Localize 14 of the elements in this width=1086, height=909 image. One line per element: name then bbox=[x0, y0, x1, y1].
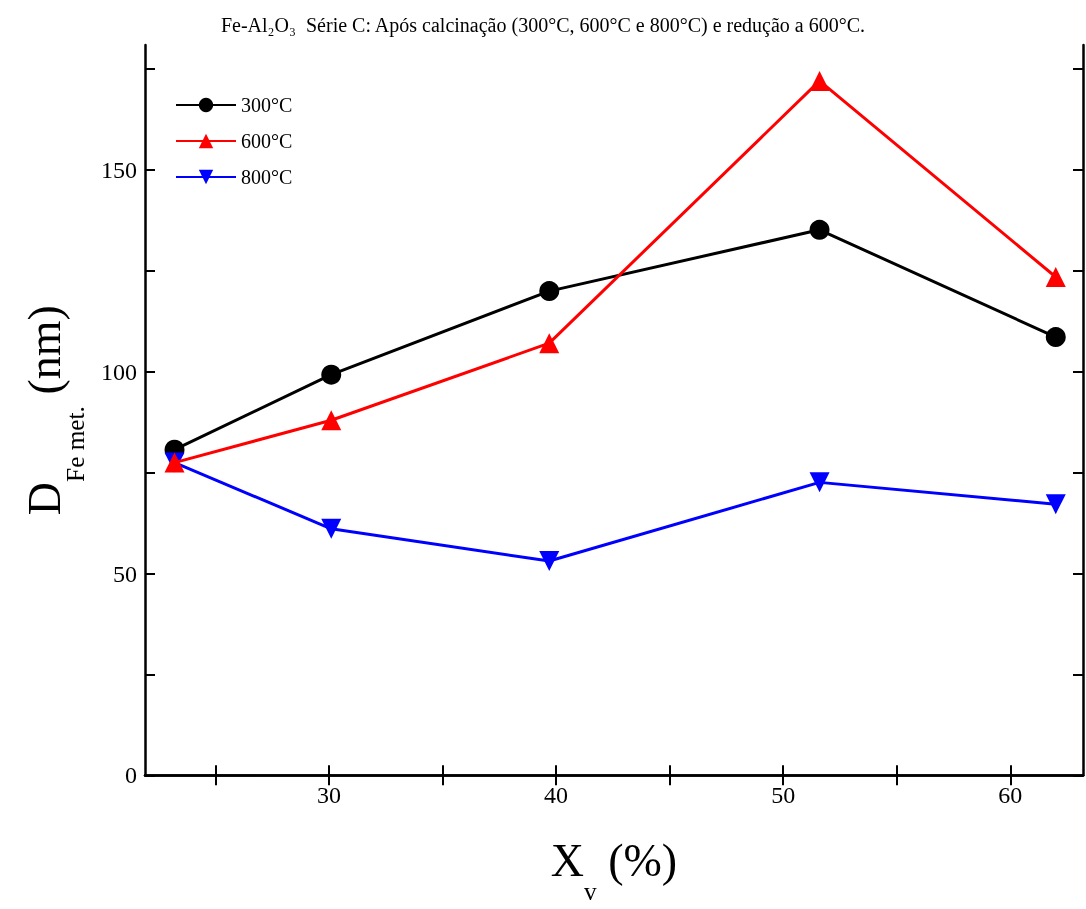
x-tick-label: 50 bbox=[771, 782, 796, 809]
x-tick-label: 60 bbox=[998, 782, 1023, 809]
legend-label: 600°C bbox=[241, 130, 293, 152]
chart-title: Fe-Al₂O₃ Série C: Após calcinação (300°C, 600°C e 800°C) e redução a 600°C. bbox=[220, 14, 866, 37]
x-tick-label: 30 bbox=[316, 782, 341, 809]
legend-label: 800°C bbox=[241, 166, 293, 188]
y-tick-label: 0 bbox=[125, 762, 137, 789]
y-tick-label: 50 bbox=[113, 560, 137, 587]
y-tick-label: 150 bbox=[101, 157, 137, 184]
x-tick-label: 40 bbox=[544, 782, 569, 809]
y-tick-label: 100 bbox=[101, 358, 137, 385]
legend-label: 300°C bbox=[241, 94, 293, 116]
x-axis-title: Xv (%) bbox=[550, 834, 678, 906]
y-axis-title: DFe met. (nm) bbox=[18, 305, 90, 516]
